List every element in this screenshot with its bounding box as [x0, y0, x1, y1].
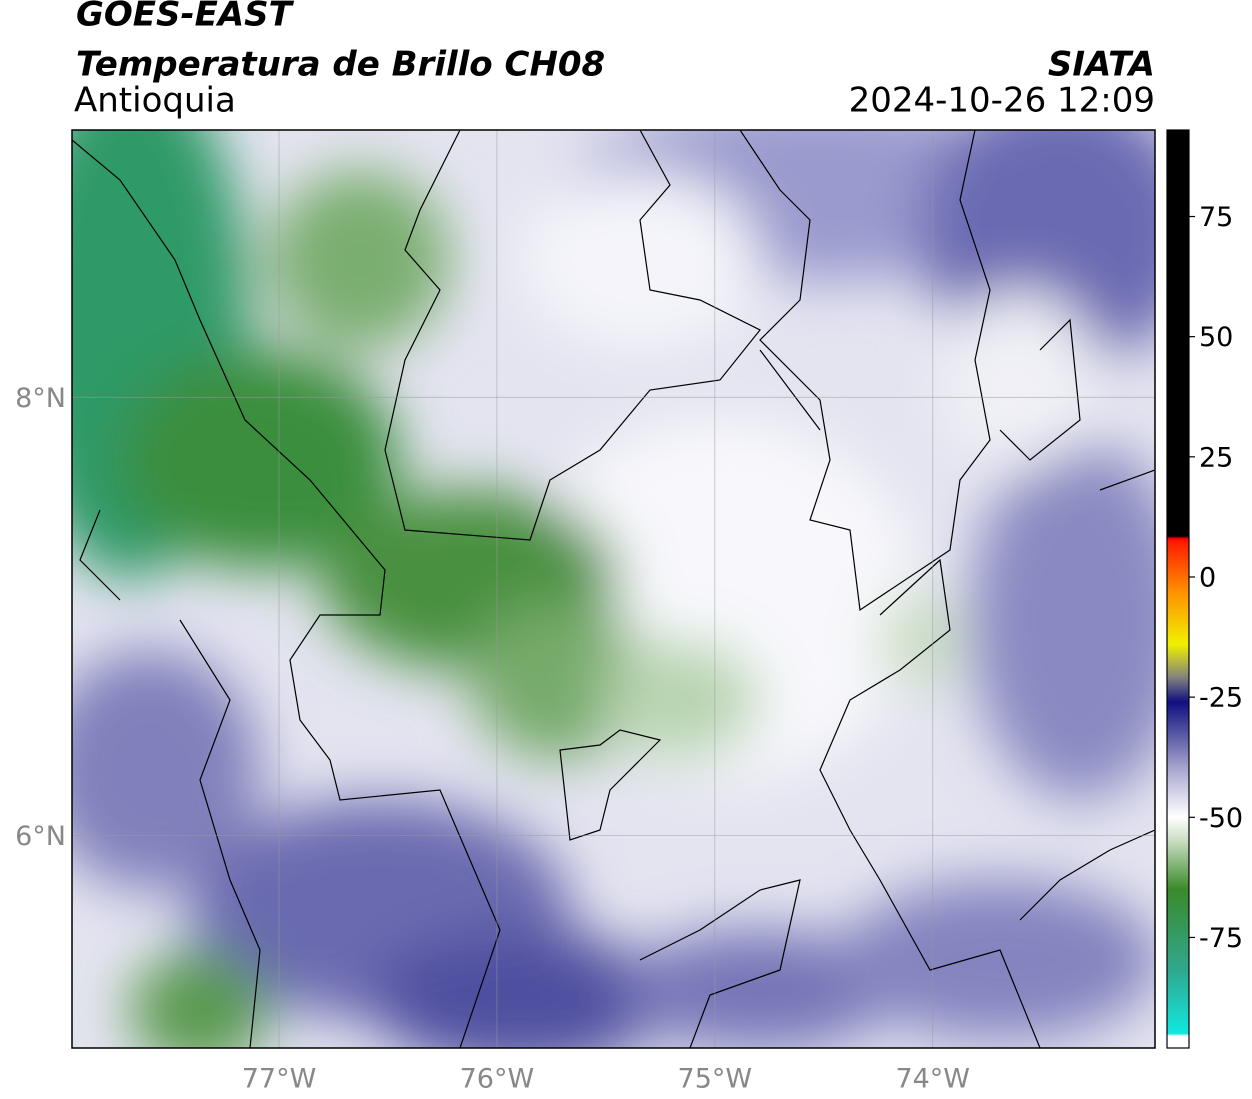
x-tick-label: 76°W: [460, 1064, 535, 1095]
colorbar-tick-label: 50: [1199, 322, 1233, 353]
x-tick-label: 74°W: [895, 1064, 970, 1095]
title: GOES-EAST: [76, 0, 295, 35]
y-tick-label: 6°N: [15, 821, 66, 852]
borders: [72, 130, 1155, 1048]
map-image: [72, 130, 1155, 1048]
datetime: 2024-10-26 12:09: [849, 81, 1155, 121]
colorbar-tick-label: 0: [1199, 562, 1216, 593]
subtitle: Temperatura de Brillo CH08: [76, 45, 605, 85]
colorbar-tick-label: 25: [1199, 442, 1233, 473]
colorbar: [1166, 129, 1190, 1049]
y-tick-label: 8°N: [15, 383, 66, 414]
colorbar-tick-label: -50: [1199, 803, 1243, 834]
region: Antioquia: [74, 81, 236, 121]
colorbar-tick-label: -75: [1199, 923, 1243, 954]
colorbar-tick-label: 75: [1199, 202, 1233, 233]
x-tick-label: 75°W: [678, 1064, 753, 1095]
colorbar-tick-label: -25: [1199, 683, 1243, 714]
x-tick-label: 77°W: [242, 1064, 317, 1095]
source: SIATA: [1048, 45, 1155, 85]
map-frame: [71, 129, 1156, 1049]
